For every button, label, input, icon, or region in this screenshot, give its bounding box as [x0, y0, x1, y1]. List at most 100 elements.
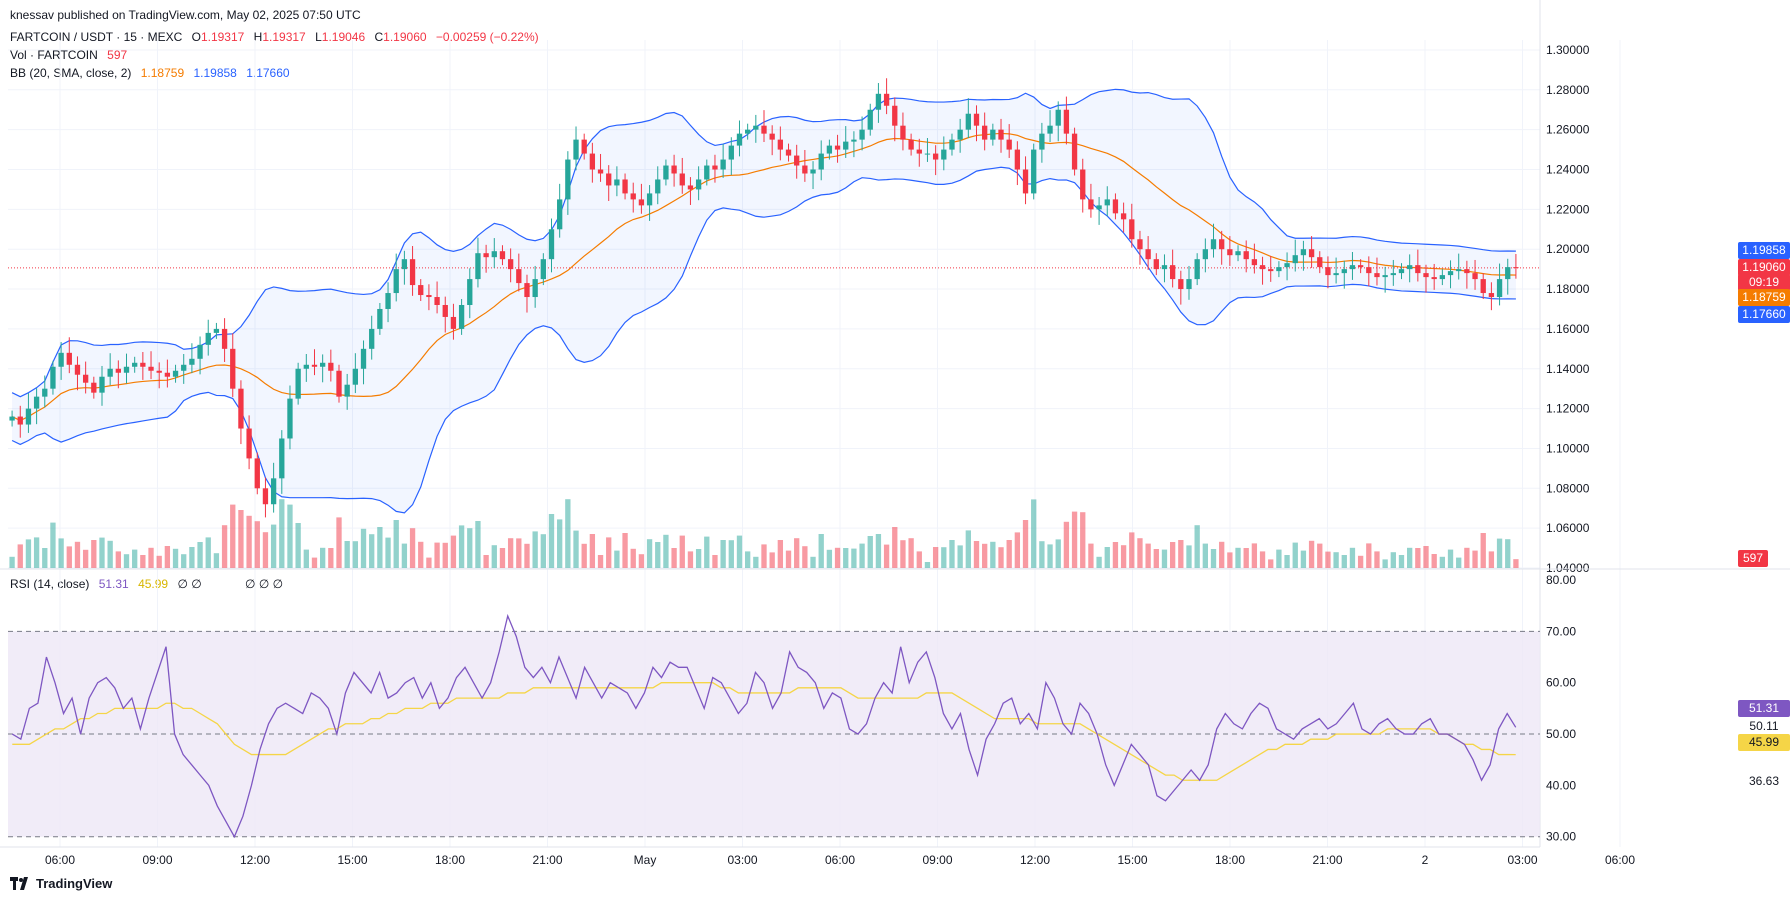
rsi-label[interactable]: RSI (14, close)	[10, 577, 90, 591]
volume-bar	[230, 504, 236, 568]
candle	[1415, 265, 1421, 274]
volume-bar	[418, 541, 424, 568]
candle	[1039, 133, 1045, 150]
volume-value: 597	[107, 48, 128, 62]
candle	[932, 153, 939, 160]
volume-legend[interactable]: Vol · FARTCOIN 597	[10, 48, 127, 62]
candle	[99, 376, 105, 393]
candle	[450, 316, 457, 329]
candle	[761, 125, 767, 134]
volume-bar	[1153, 549, 1159, 568]
volume-bar	[1169, 542, 1176, 568]
candle	[777, 139, 784, 150]
time-tick-label: 06:00	[1605, 853, 1635, 867]
candle	[1014, 149, 1021, 170]
volume-bar	[597, 555, 604, 568]
volume-bar	[483, 555, 489, 568]
candle	[33, 396, 40, 409]
volume-bar	[965, 530, 971, 568]
candle	[1235, 251, 1241, 256]
candle	[565, 159, 571, 200]
bb-label[interactable]: BB (20, SMA, close, 2)	[10, 66, 132, 80]
candle	[687, 185, 694, 190]
candle	[1284, 263, 1290, 268]
candle	[42, 388, 48, 397]
volume-bar	[66, 546, 72, 568]
bb-low-value: 1.17660	[246, 66, 290, 80]
volume-bar	[1480, 533, 1486, 568]
volume-bar	[1415, 548, 1421, 568]
tag-countdown: 09:19	[1738, 274, 1790, 291]
volume-bar	[287, 504, 293, 568]
volume-bar	[442, 542, 448, 568]
tag-rsi-low: 36.63	[1748, 774, 1780, 788]
time-tick-label: 18:00	[1215, 853, 1245, 867]
rsi-tick-label: 30.00	[1546, 830, 1576, 844]
volume-bar	[1186, 545, 1192, 568]
candle	[426, 295, 432, 298]
volume-bar	[720, 540, 726, 568]
volume-bar	[507, 538, 514, 568]
tag-rsi: 51.31	[1738, 700, 1790, 717]
open-label: O	[191, 30, 201, 44]
candle	[892, 105, 898, 126]
bb-legend[interactable]: BB (20, SMA, close, 2) 1.18759 1.19858 1…	[10, 66, 290, 80]
volume-label[interactable]: Vol · FARTCOIN	[10, 48, 98, 62]
tag-bb-mid: 1.18759	[1738, 289, 1790, 306]
volume-bar	[1219, 541, 1225, 568]
candle	[303, 364, 309, 369]
volume-bar	[1496, 538, 1503, 568]
tag-bb-low: 1.17660	[1738, 306, 1790, 323]
volume-bar	[1039, 541, 1045, 568]
candle	[360, 348, 367, 369]
candle	[753, 125, 759, 130]
candle	[998, 129, 1004, 140]
symbol-label[interactable]: FARTCOIN / USDT · 15 · MEXC	[10, 30, 183, 44]
candle	[369, 328, 375, 349]
candle	[164, 372, 171, 377]
volume-bar	[1047, 544, 1053, 568]
time-tick-label: May	[634, 853, 657, 867]
footer-brand[interactable]: TradingView	[10, 876, 112, 891]
brand-text: TradingView	[36, 876, 113, 891]
candle	[344, 384, 350, 397]
candle	[540, 259, 546, 280]
volume-bar	[802, 546, 808, 568]
volume-bar	[589, 534, 596, 568]
volume-bar	[1349, 547, 1356, 568]
candle	[475, 253, 481, 280]
volume-bar	[450, 535, 457, 568]
ohlc-legend[interactable]: FARTCOIN / USDT · 15 · MEXC O1.19317 H1.…	[10, 30, 539, 44]
candle	[66, 352, 72, 365]
volume-bar	[1423, 546, 1429, 568]
candle	[720, 159, 726, 170]
volume-bar	[663, 534, 669, 568]
volume-bar	[761, 544, 767, 568]
time-tick-label: 03:00	[1507, 853, 1537, 867]
candle	[1031, 149, 1037, 194]
rsi-extra: ∅ ∅	[177, 577, 202, 591]
volume-bar	[74, 541, 81, 568]
volume-bar	[1014, 532, 1021, 568]
volume-bar	[115, 551, 121, 568]
candle	[254, 458, 260, 489]
time-tick-label: 03:00	[727, 853, 757, 867]
volume-bar	[1063, 521, 1070, 568]
candle	[1210, 239, 1217, 250]
candle	[1325, 267, 1331, 276]
volume-bar	[140, 555, 146, 568]
candle	[483, 253, 489, 258]
candle	[924, 153, 931, 155]
candle	[25, 408, 32, 425]
volume-bar	[777, 540, 784, 568]
volume-bar	[148, 547, 154, 568]
candle	[107, 368, 113, 377]
volume-bar	[1235, 547, 1241, 568]
candle	[311, 364, 318, 367]
candle	[1259, 265, 1266, 270]
volume-bar	[156, 555, 162, 568]
bb-fill	[12, 89, 1516, 513]
volume-bar	[205, 537, 211, 568]
volume-bar	[990, 541, 996, 568]
